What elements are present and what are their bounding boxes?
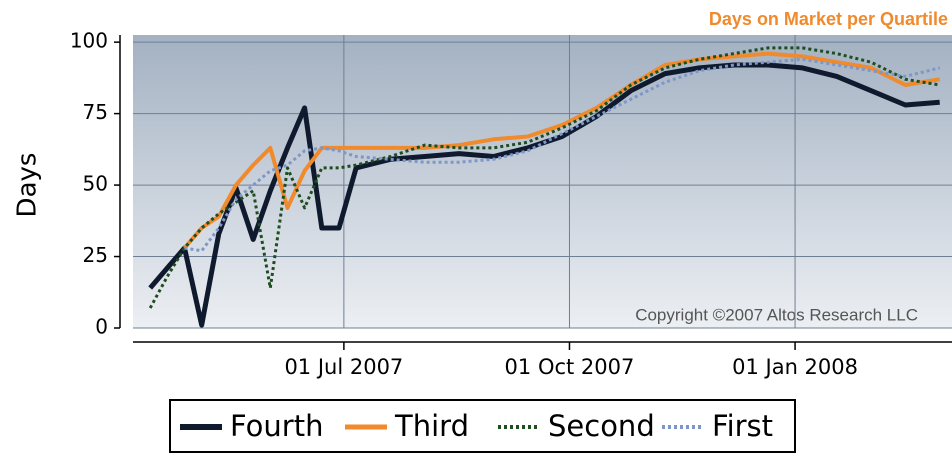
legend-label: First	[712, 409, 773, 443]
series-line	[148, 46, 940, 309]
y-axis-label: Days	[13, 153, 43, 218]
series-line	[182, 51, 941, 250]
plot-area	[133, 35, 952, 328]
y-tick-label: 25	[83, 243, 108, 267]
legend-label: Fourth	[230, 409, 323, 443]
x-tick-label: 01 Jul 2007	[284, 355, 403, 379]
legend-label: Second	[548, 409, 655, 443]
legend-box	[169, 399, 796, 453]
y-tick-label: 0	[95, 315, 108, 339]
legend-label: Third	[394, 409, 469, 443]
copyright: Copyright ©2007 Altos Research LLC	[635, 305, 918, 324]
y-tick-label: 50	[83, 172, 108, 196]
x-tick-label: 01 Oct 2007	[505, 355, 635, 379]
y-tick-label: 100	[70, 29, 108, 53]
chart-title: Days on Market per Quartile	[709, 9, 948, 29]
x-tick-label: 01 Jan 2008	[732, 355, 858, 379]
series-line	[184, 57, 941, 253]
y-tick-label: 75	[83, 100, 108, 124]
series-line	[148, 62, 940, 328]
